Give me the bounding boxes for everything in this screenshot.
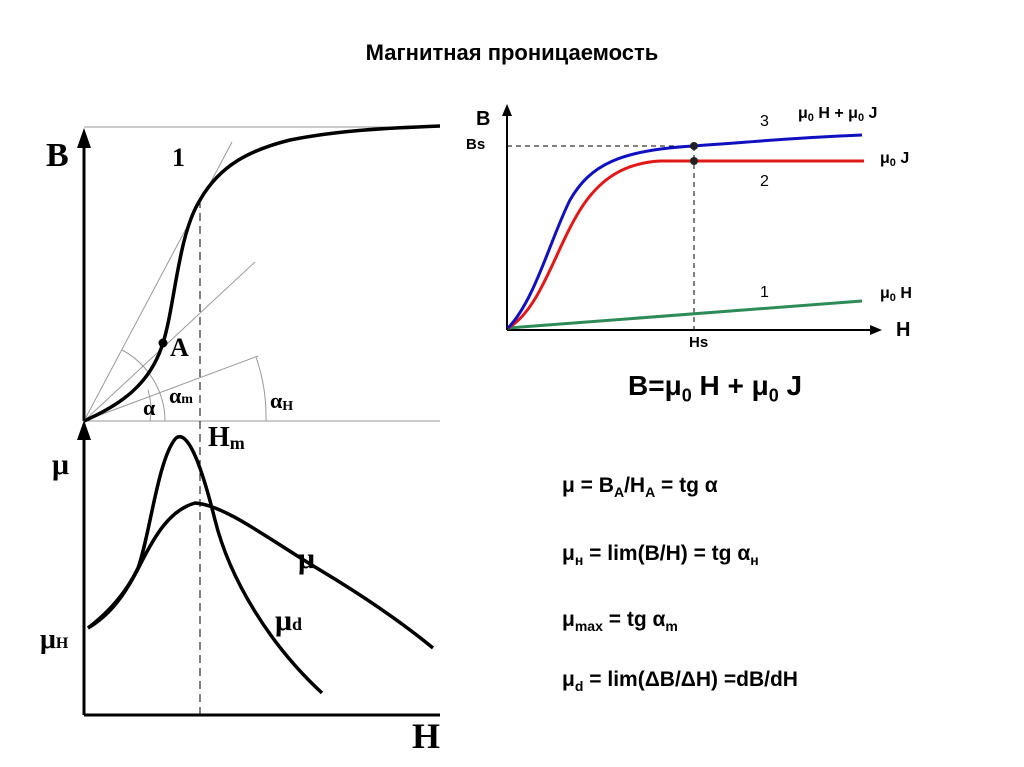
alpha-label: α <box>143 395 156 420</box>
hs-label: Hs <box>689 334 708 351</box>
point-a <box>158 338 168 348</box>
curve-1-number: 1 <box>760 284 769 301</box>
arc-alpha <box>147 389 152 422</box>
right-h-label: H <box>896 319 910 341</box>
right-b-axis-arrow-icon <box>502 104 512 116</box>
mud-curve-label: μd <box>275 604 302 637</box>
curve-2-number: 2 <box>760 173 769 190</box>
right-b-label: B <box>476 108 490 130</box>
main-formula: B=μ0 H + μ0 J <box>628 370 803 406</box>
right-diagram: B Bs Hs H 3 2 1 μ0 H + μ0 J μ0 J μ0 H <box>466 104 912 351</box>
curve-1-mu0h <box>507 299 863 330</box>
page-title: Магнитная проницаемость <box>365 40 659 65</box>
arc-alpha-h <box>255 356 267 422</box>
mu-h-label: μH <box>40 624 69 655</box>
curve-3-formula: μ0 H + μ0 J <box>798 105 877 124</box>
b-axis-arrow-icon <box>77 128 91 148</box>
formula-mu-h: μн = lim(B/H) = tg αн <box>562 542 759 569</box>
formula-mu: μ = BA/HA = tg α <box>562 474 718 501</box>
b-axis-label: B <box>46 137 69 174</box>
bs-label: Bs <box>466 136 485 153</box>
mu-curve-label: μ <box>298 542 315 575</box>
right-h-axis-arrow-icon <box>870 325 882 335</box>
point-a-label: A <box>170 333 189 362</box>
alpha-h-label: αH <box>270 388 293 414</box>
curve-3-total <box>506 133 863 330</box>
saturation-point-j <box>690 157 698 165</box>
curve-1-label: 1 <box>172 143 185 172</box>
arc-alpha-m <box>121 349 166 422</box>
h-axis-label: H <box>412 716 440 756</box>
secant-line-alpha <box>83 261 256 422</box>
hm-label: Hm <box>208 422 245 453</box>
left-diagram: B 1 A α αm αH Hm μ μH μ μd H <box>40 124 441 756</box>
magnetization-curve <box>83 124 441 423</box>
curve-1-formula: μ0 H <box>880 285 912 304</box>
alpha-m-label: αm <box>169 383 193 408</box>
mu-axis-label: μ <box>52 448 69 481</box>
curve-2-mu0j <box>507 159 864 330</box>
bs-point <box>690 142 698 150</box>
mud-curve <box>86 435 324 695</box>
mu-curve <box>87 501 435 650</box>
mu-axis-arrow-icon <box>77 420 91 440</box>
formula-mu-max: μmax = tg αm <box>562 608 678 635</box>
formula-mu-d: μd = lim(ΔB/ΔH) =dB/dH <box>562 668 798 695</box>
curve-2-formula: μ0 J <box>880 150 909 169</box>
tangent-line-alpha-h <box>83 355 259 422</box>
curve-3-number: 3 <box>760 113 769 130</box>
